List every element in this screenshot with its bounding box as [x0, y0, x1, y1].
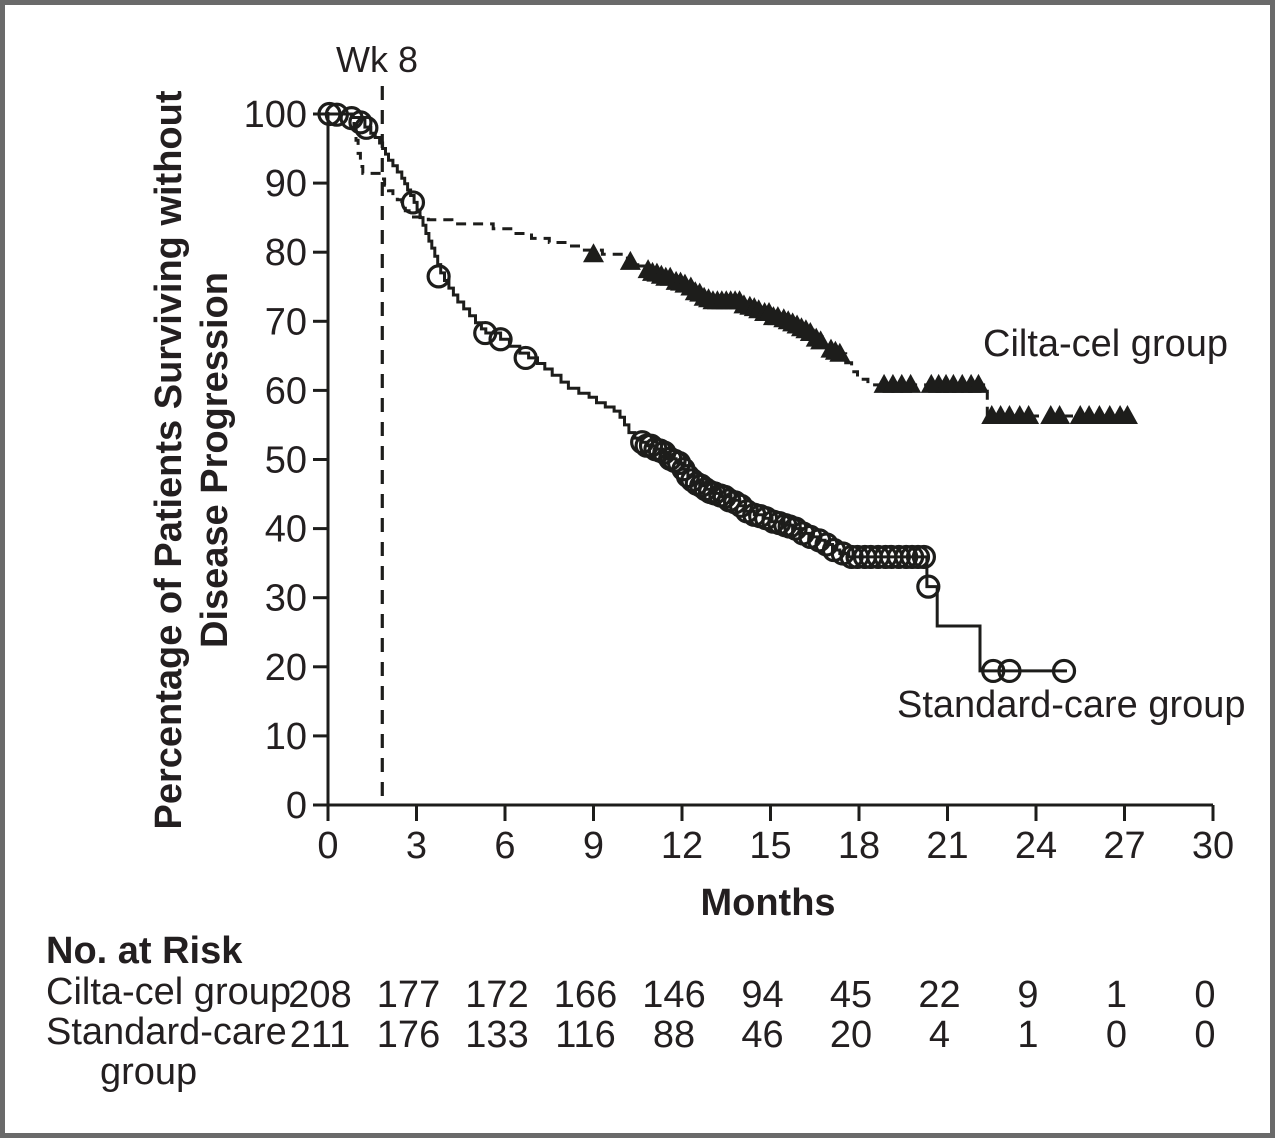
risk-value: 1 — [1106, 974, 1127, 1016]
risk-value: 116 — [555, 1014, 616, 1056]
risk-value: 4 — [929, 1014, 950, 1056]
cilta-cel-group-curve — [328, 112, 1131, 418]
censor-mark-circle — [488, 327, 513, 352]
x-axis-title: Months — [700, 882, 836, 924]
risk-value: 146 — [642, 974, 705, 1016]
risk-table-title: No. at Risk — [46, 930, 243, 972]
risk-value: 0 — [1194, 1014, 1215, 1056]
y-tick-label: 60 — [265, 370, 307, 412]
risk-value: 20 — [830, 1014, 872, 1056]
censor-mark-triangle — [1018, 404, 1040, 424]
risk-value: 133 — [465, 1014, 528, 1056]
x-tick-label: 6 — [494, 825, 515, 867]
x-tick-label: 18 — [838, 825, 880, 867]
censor-mark-circle — [513, 345, 538, 371]
x-tick-label: 27 — [1103, 825, 1145, 867]
y-axis-title: Percentage of Patients Surviving without… — [146, 90, 238, 829]
censor-mark-triangle — [967, 373, 989, 393]
censor-mark-circle — [426, 264, 451, 289]
risk-value: 176 — [377, 1014, 440, 1056]
y-tick-label: 0 — [286, 785, 307, 827]
censor-mark-triangle — [900, 373, 922, 393]
cilta-cel-curve-label: Cilta-cel group — [983, 323, 1228, 365]
risk-row-label-standard-line1: Standard-care — [46, 1011, 287, 1053]
y-tick-label: 50 — [265, 440, 307, 482]
y-axis-title-line2: Disease Progression — [194, 272, 236, 648]
risk-value: 172 — [465, 974, 528, 1016]
censor-mark-circle — [400, 190, 426, 215]
y-tick-label: 20 — [265, 647, 307, 689]
risk-value: 0 — [1106, 1014, 1127, 1056]
y-tick-label: 80 — [265, 232, 307, 274]
y-tick-label: 70 — [265, 301, 307, 343]
x-tick-label: 9 — [583, 825, 604, 867]
risk-value: 9 — [1017, 974, 1038, 1016]
censor-mark-triangle — [829, 342, 851, 362]
risk-value: 46 — [741, 1014, 783, 1056]
censor-mark-circle — [354, 115, 379, 140]
risk-value: 0 — [1194, 974, 1215, 1016]
risk-value: 88 — [653, 1014, 695, 1056]
risk-value: 45 — [830, 974, 872, 1016]
risk-value: 166 — [554, 974, 617, 1016]
y-axis-title-line1: Percentage of Patients Surviving without — [148, 90, 190, 830]
censor-mark-circle — [911, 544, 937, 570]
risk-value: 22 — [918, 974, 960, 1016]
x-tick-label: 21 — [926, 825, 968, 867]
y-tick-label: 40 — [265, 509, 307, 551]
censor-mark-circle — [1051, 658, 1077, 684]
censor-mark-circle — [997, 658, 1022, 684]
risk-value: 1 — [1017, 1014, 1038, 1056]
censor-mark-circle — [317, 101, 342, 127]
x-tick-label: 0 — [317, 825, 338, 867]
x-tick-label: 30 — [1192, 825, 1234, 867]
x-tick-label: 15 — [749, 825, 791, 867]
censor-mark-circle — [916, 574, 941, 599]
risk-value: 208 — [288, 974, 351, 1016]
censor-mark-circle — [473, 320, 498, 346]
censor-mark-triangle — [810, 330, 832, 350]
y-tick-label: 100 — [244, 94, 307, 136]
y-tick-label: 90 — [265, 163, 307, 205]
wk8-annotation: Wk 8 — [335, 39, 419, 80]
censor-mark-circle — [348, 110, 373, 135]
risk-row-label-cilta: Cilta-cel group — [46, 971, 291, 1013]
censor-mark-triangle — [1116, 404, 1138, 424]
censor-mark-circle — [886, 544, 911, 570]
censor-mark-circle — [324, 102, 349, 127]
risk-value: 211 — [290, 1014, 351, 1056]
risk-value: 177 — [377, 974, 440, 1016]
y-tick-label: 30 — [265, 578, 307, 620]
censor-mark-triangle — [619, 250, 641, 270]
x-tick-label: 3 — [406, 825, 427, 867]
censor-mark-circle — [981, 658, 1006, 684]
risk-row-label-standard-line2: group — [100, 1051, 198, 1093]
x-tick-label: 12 — [661, 825, 703, 867]
risk-value: 94 — [741, 974, 783, 1016]
censor-mark-triangle — [1049, 404, 1071, 424]
standard-care-curve-label: Standard-care group — [897, 684, 1246, 726]
censor-mark-triangle — [583, 243, 604, 263]
y-tick-label: 10 — [265, 716, 307, 758]
x-tick-label: 24 — [1015, 825, 1057, 867]
